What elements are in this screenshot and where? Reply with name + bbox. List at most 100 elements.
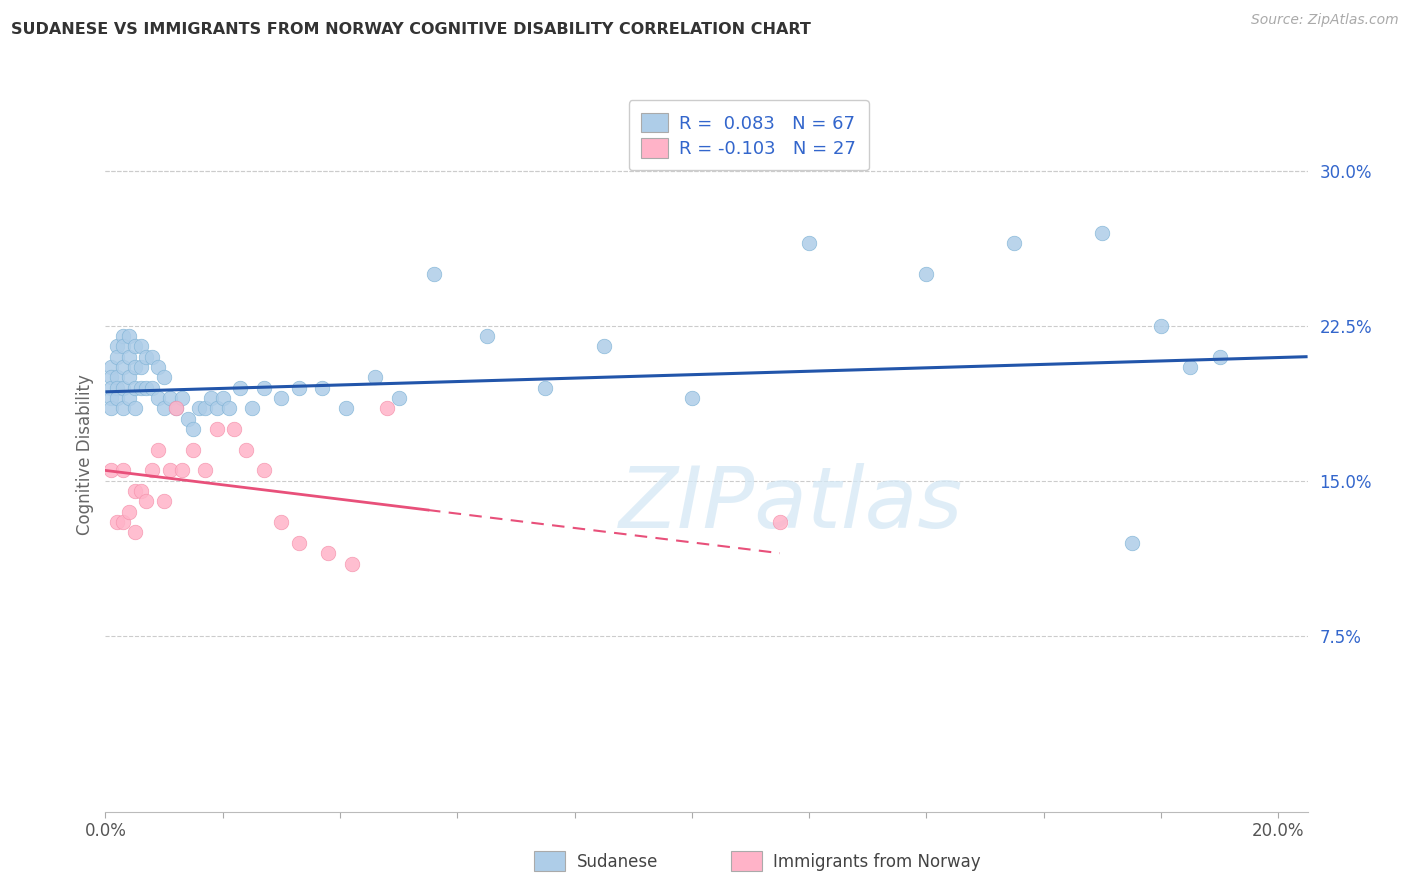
Text: Immigrants from Norway: Immigrants from Norway <box>773 853 981 871</box>
Point <box>148 391 170 405</box>
Point <box>124 484 146 499</box>
Point <box>375 401 398 416</box>
Text: SUDANESE VS IMMIGRANTS FROM NORWAY COGNITIVE DISABILITY CORRELATION CHART: SUDANESE VS IMMIGRANTS FROM NORWAY COGNI… <box>11 22 811 37</box>
Point <box>100 370 122 384</box>
Point <box>105 370 128 384</box>
Point <box>205 422 228 436</box>
Point <box>253 463 276 477</box>
Point <box>105 515 128 529</box>
Point <box>288 381 311 395</box>
Point <box>915 267 938 281</box>
Point <box>159 463 181 477</box>
Point <box>240 401 263 416</box>
Point <box>100 463 122 477</box>
Point <box>118 350 141 364</box>
Point <box>593 339 616 353</box>
Text: Sudanese: Sudanese <box>576 853 658 871</box>
Point <box>112 329 135 343</box>
Point <box>153 494 176 508</box>
Point <box>148 359 170 374</box>
Point <box>100 401 122 416</box>
Point <box>1002 235 1025 250</box>
Point <box>311 381 333 395</box>
Point <box>105 350 128 364</box>
Point <box>769 515 792 529</box>
Point <box>141 463 163 477</box>
Point <box>135 350 157 364</box>
Point <box>475 329 498 343</box>
Point <box>100 359 122 374</box>
Point <box>270 391 292 405</box>
Point <box>316 546 339 560</box>
Point <box>335 401 357 416</box>
Point <box>183 422 205 436</box>
Point <box>129 359 152 374</box>
Point <box>148 442 170 457</box>
Point <box>135 494 157 508</box>
Point <box>188 401 211 416</box>
Point <box>200 391 222 405</box>
Point <box>118 329 141 343</box>
Point <box>100 381 122 395</box>
Point <box>194 401 217 416</box>
Point <box>235 442 257 457</box>
Point <box>797 235 820 250</box>
Point <box>141 350 163 364</box>
Point <box>1121 536 1143 550</box>
Point <box>112 339 135 353</box>
Point <box>135 381 157 395</box>
Point <box>124 525 146 540</box>
Point <box>124 401 146 416</box>
Point <box>105 391 128 405</box>
Point <box>170 463 193 477</box>
Point <box>224 422 246 436</box>
Point <box>194 463 217 477</box>
Point <box>165 401 187 416</box>
Point <box>534 381 557 395</box>
Point <box>124 339 146 353</box>
Point <box>153 370 176 384</box>
Point <box>170 391 193 405</box>
Point <box>141 381 163 395</box>
Text: ZIPatlas: ZIPatlas <box>619 463 963 547</box>
Point <box>118 370 141 384</box>
Point <box>105 339 128 353</box>
Point <box>229 381 252 395</box>
Point <box>124 381 146 395</box>
Point <box>112 515 135 529</box>
Point <box>112 401 135 416</box>
Point <box>112 381 135 395</box>
Point <box>1180 359 1202 374</box>
Point <box>105 381 128 395</box>
Point <box>129 381 152 395</box>
Point <box>288 536 311 550</box>
Point <box>176 411 198 425</box>
Point <box>153 401 176 416</box>
Point <box>340 557 363 571</box>
Point <box>218 401 240 416</box>
Point <box>388 391 411 405</box>
Point <box>112 359 135 374</box>
Point <box>364 370 387 384</box>
Point <box>159 391 181 405</box>
Point <box>118 391 141 405</box>
Point <box>423 267 446 281</box>
Point <box>253 381 276 395</box>
Point <box>100 391 122 405</box>
Point <box>129 339 152 353</box>
Legend: R =  0.083   N = 67, R = -0.103   N = 27: R = 0.083 N = 67, R = -0.103 N = 27 <box>628 100 869 170</box>
Point <box>118 505 141 519</box>
Point <box>1150 318 1173 333</box>
Point <box>211 391 233 405</box>
Text: Source: ZipAtlas.com: Source: ZipAtlas.com <box>1251 13 1399 28</box>
Y-axis label: Cognitive Disability: Cognitive Disability <box>76 375 94 535</box>
Point <box>165 401 187 416</box>
Point <box>681 391 703 405</box>
Point <box>1091 226 1114 240</box>
Point <box>124 359 146 374</box>
Point <box>183 442 205 457</box>
Point <box>1208 350 1230 364</box>
Point <box>112 463 135 477</box>
Point <box>129 484 152 499</box>
Point <box>205 401 228 416</box>
